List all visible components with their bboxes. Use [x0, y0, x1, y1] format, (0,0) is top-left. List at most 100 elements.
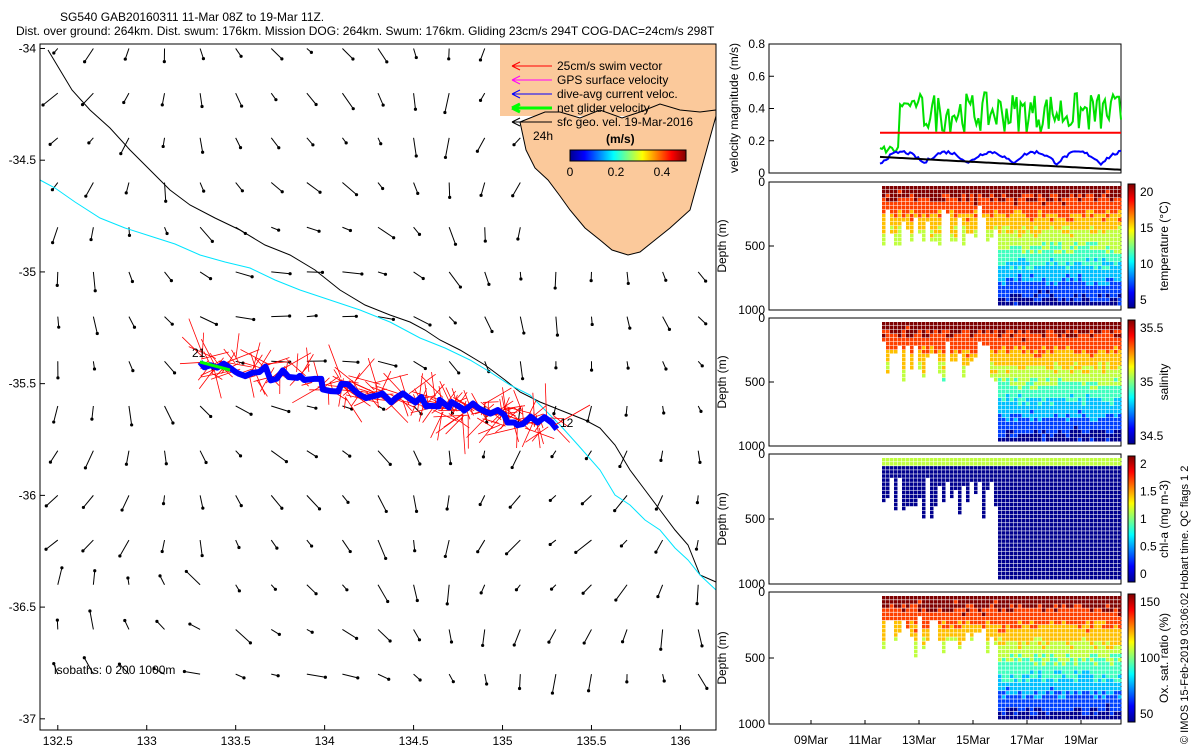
legend-item-swim: 25cm/s swim vector: [511, 59, 662, 73]
colorbar-tick: 50: [1140, 707, 1154, 721]
map-x-tick-5: 135: [493, 734, 513, 748]
velocity-ylabel: velocity magnitude (m/s): [727, 43, 741, 173]
colorbar-tick: 35: [1140, 375, 1154, 389]
colorbar-side-label: 24h: [533, 129, 553, 143]
colorbar-label: chl-a (mg m-3): [1157, 480, 1171, 558]
legend-item-geo: sfc geo. vel. 19-Mar-2016: [511, 115, 693, 129]
map-x-tick-6: 135.5: [576, 734, 606, 748]
map-frame: [39, 43, 717, 731]
series-geo: [879, 155, 1122, 171]
peninsula: [519, 103, 717, 256]
time-tick-2: 13Mar: [902, 733, 936, 747]
depth-tick: 0: [758, 585, 765, 599]
isobath-200m: [39, 179, 717, 591]
colorbar-tick: 35.5: [1140, 321, 1164, 335]
colorbar-label: temperature (°C): [1157, 201, 1171, 291]
colorbar-tick: 0.5: [1140, 540, 1157, 554]
colorbar-tick: 2: [1140, 457, 1147, 471]
colorbar-gradient: [569, 149, 687, 162]
depth-tick: 500: [745, 375, 765, 389]
depth-tick: 1000: [738, 303, 765, 317]
depth-tick: 1000: [738, 439, 765, 453]
map-panel: 21 12 isobaths: 0 200 1000m 132.5 133 133.…: [9, 41, 717, 748]
figure-subtitle: Dist. over ground: 264km. Dist. swum: 17…: [16, 24, 715, 38]
series-net-velocity: [879, 91, 1122, 155]
velocity-series: [879, 91, 1122, 171]
colorbar-tick: 1: [1140, 512, 1147, 526]
glider-track: [179, 318, 591, 455]
map-x-axis: 132.5 133 133.5 134 134.5 135 135.5 136: [43, 725, 691, 748]
map-legend: 25cm/s swim vector GPS surface velocity …: [511, 59, 693, 129]
legend-label-gps: GPS surface velocity: [557, 73, 668, 87]
map-y-tick-0: -34: [19, 41, 37, 55]
depth-tick: 0: [758, 447, 765, 461]
time-tick-0: 09Mar: [794, 733, 828, 747]
time-tick-3: 15Mar: [956, 733, 990, 747]
colorbar-tick: 5: [1140, 293, 1147, 307]
colorbar-tick: 34.5: [1140, 429, 1164, 443]
legend-label-geo: sfc geo. vel. 19-Mar-2016: [557, 115, 693, 129]
colorbar-tick: 10: [1140, 257, 1154, 271]
legend-item-net: net glider velocity: [511, 101, 650, 115]
depth-label: Depth (m): [715, 219, 729, 272]
map-y-tick-6: -37: [19, 712, 37, 726]
vel-y-tick-0: 0: [758, 166, 765, 180]
isobaths-label: isobaths: 0 200 1000m: [54, 663, 175, 677]
colorbar-title: (m/s): [606, 132, 635, 146]
isobath-1000m: [47, 49, 717, 583]
depth-tick: 0: [758, 311, 765, 325]
map-y-axis: -34 -34.5 -35 -35.5 -36 -36.5 -37: [9, 41, 45, 726]
series-dac: [879, 149, 1122, 167]
map-x-tick-4: 134.5: [399, 734, 429, 748]
colorbar-label: Ox. sat. ratio (%): [1157, 613, 1171, 703]
time-tick-5: 19Mar: [1064, 733, 1098, 747]
map-x-tick-2: 133.5: [221, 734, 251, 748]
depth-tick: 1000: [738, 577, 765, 591]
map-y-tick-4: -36: [19, 488, 37, 502]
depth-label: Depth (m): [715, 355, 729, 408]
vel-y-tick-2: 0.4: [748, 102, 765, 116]
depth-tick: 1000: [738, 717, 765, 731]
map-y-tick-3: -35.5: [9, 377, 37, 391]
legend-label-dac: dive-avg current veloc.: [557, 87, 678, 101]
time-axis: 09Mar 11Mar 13Mar 15Mar 17Mar 19Mar: [794, 720, 1098, 747]
depth-tick: 500: [745, 239, 765, 253]
track-start-label: 21: [192, 346, 206, 360]
velocity-panel: 0 0.2 0.4 0.6 0.8 velocity magnitude (m/s): [727, 37, 1122, 180]
map-x-tick-1: 133: [137, 734, 157, 748]
map-y-tick-5: -36.5: [9, 600, 37, 614]
map-x-tick-3: 134: [315, 734, 335, 748]
legend-label-net: net glider velocity: [557, 101, 650, 115]
depth-tick: 500: [745, 651, 765, 665]
section-panel-0: 0 500 1000 Depth (m) 20 15 10 5 temperature (°C): [715, 175, 1171, 317]
colorbar-tick: 20: [1140, 185, 1154, 199]
colorbar-tick: 0: [1140, 567, 1147, 581]
section-panel-2: 0 500 1000 Depth (m) 2 1.5 1 0.5 0 chl-a (mg m-3): [715, 447, 1171, 591]
time-tick-1: 11Mar: [848, 733, 881, 747]
colorbar-tick: 100: [1140, 651, 1160, 665]
colorbar-tick-2: 0.4: [654, 165, 671, 179]
map-y-tick-1: -34.5: [9, 153, 37, 167]
colorbar-tick-1: 0.2: [608, 165, 625, 179]
map-x-tick-7: 136: [670, 734, 690, 748]
depth-label: Depth (m): [715, 631, 729, 684]
section-panel-1: 0 500 1000 Depth (m) 35.5 35 34.5 salinity: [715, 311, 1171, 453]
legend-item-gps: GPS surface velocity: [511, 73, 668, 87]
credit-text: © IMOS 15-Feb-2019 03:06:02 Hobart time.…: [1179, 465, 1191, 744]
colorbar-tick-0: 0: [567, 165, 574, 179]
colorbar-tick: 1.5: [1140, 485, 1157, 499]
legend-item-dac: dive-avg current veloc.: [511, 87, 678, 101]
depth-tick: 500: [745, 512, 765, 526]
time-tick-4: 17Mar: [1010, 733, 1044, 747]
figure-title: SG540 GAB20160311 11-Mar 08Z to 19-Mar 1…: [60, 10, 325, 24]
vel-y-tick-4: 0.8: [748, 37, 765, 51]
vel-y-tick-1: 0.2: [748, 134, 765, 148]
depth-tick: 0: [758, 175, 765, 189]
colorbar-label: salinity: [1157, 364, 1171, 401]
vel-y-tick-3: 0.6: [748, 69, 765, 83]
track-end-label: 12: [560, 416, 574, 430]
legend-label-swim: 25cm/s swim vector: [557, 59, 662, 73]
